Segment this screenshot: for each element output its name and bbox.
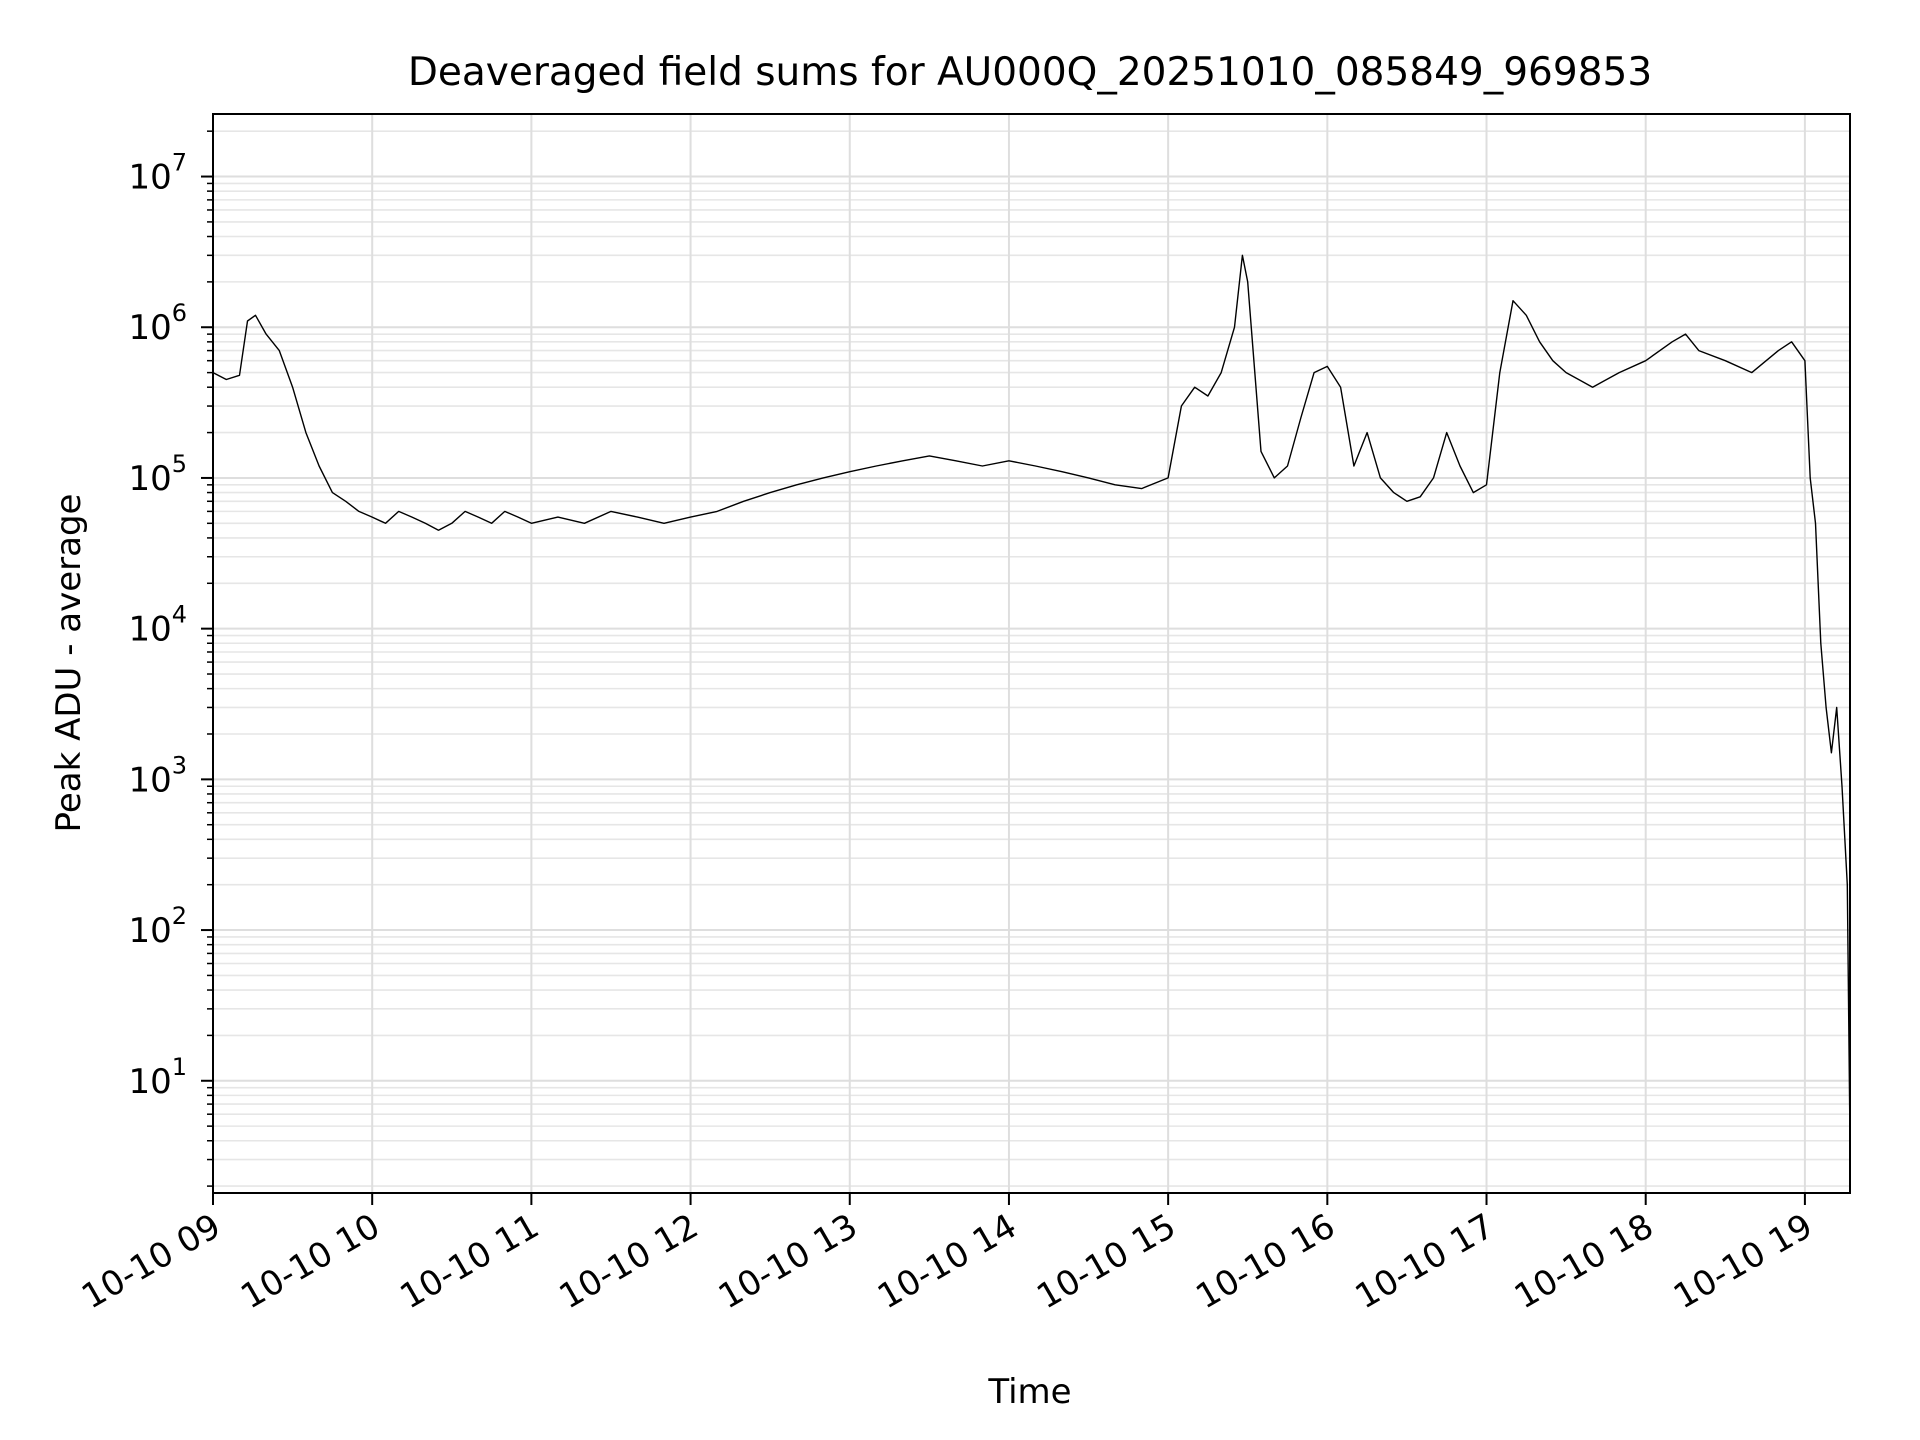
x-tick-label: 10-10 16 [1189,1206,1341,1317]
y-axis-label: Peak ADU - average [49,494,89,833]
axes-frame [212,113,1851,1194]
y-tick-label: 104 [128,601,187,650]
x-tick-label: 10-10 12 [553,1206,705,1317]
series-line [212,254,1851,1141]
grid [212,114,1850,1193]
y-tick-label: 101 [128,1053,187,1102]
x-tick-label: 10-10 17 [1349,1206,1501,1317]
x-tick-label: 10-10 13 [712,1206,864,1317]
x-tick-label: 10-10 11 [393,1206,545,1317]
x-tick-label: 10-10 09 [75,1206,227,1317]
y-tick-label: 103 [128,751,187,800]
plot-area [212,254,1851,1141]
x-tick-label: 10-10 19 [1667,1206,1819,1317]
chart-title: Deaveraged field sums for AU000Q_2025101… [408,50,1652,95]
x-tick-label: 10-10 10 [234,1206,386,1317]
x-tick-label: 10-10 15 [1030,1206,1182,1317]
x-tick-label: 10-10 18 [1508,1206,1660,1317]
y-tick-label: 106 [128,299,187,348]
y-tick-label: 105 [128,450,187,499]
ticks [201,130,1806,1205]
y-tick-label: 107 [128,149,187,198]
y-tick-label: 102 [128,902,187,951]
x-axis-label: Time [987,1372,1071,1412]
x-tick-label: 10-10 14 [871,1206,1023,1317]
